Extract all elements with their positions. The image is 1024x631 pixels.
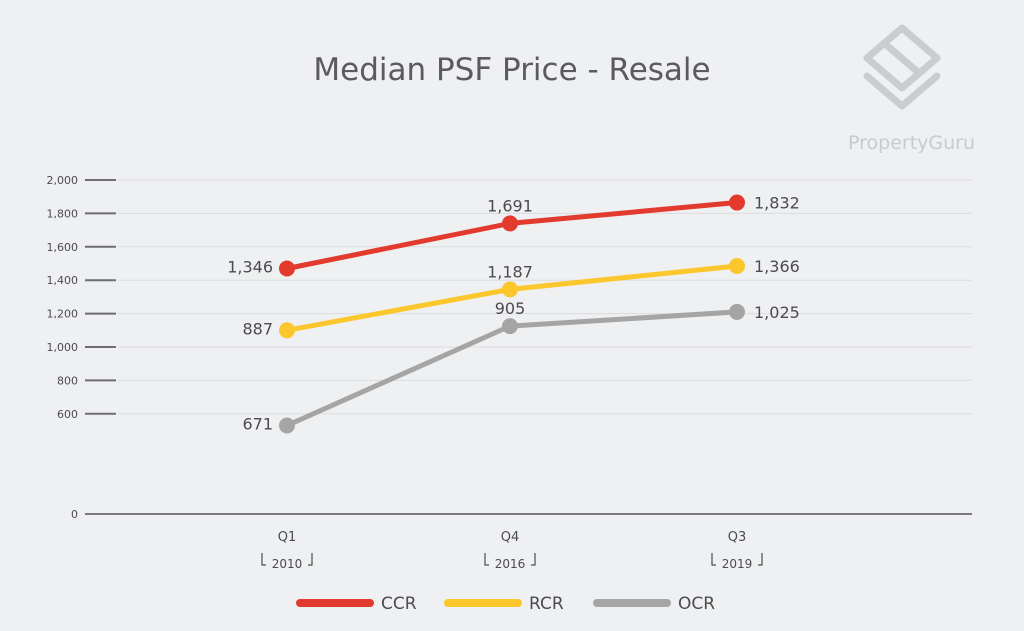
y-tick-label: 1,800: [47, 207, 79, 220]
y-tick-label: 1,200: [47, 308, 79, 321]
chart-title: Median PSF Price - Resale: [313, 52, 711, 88]
rcr-data-label: 1,187: [487, 262, 533, 281]
ccr-data-point: [502, 215, 518, 232]
propertyguru-logo-icon: [863, 24, 941, 110]
ccr-data-point: [279, 260, 295, 277]
rcr-data-label: 1,366: [754, 257, 800, 276]
y-tick-label: 2,000: [47, 174, 79, 187]
y-tick-label: 800: [57, 374, 78, 387]
x-tick-label: Q4: [501, 530, 520, 545]
ccr-data-label: 1,346: [227, 258, 273, 277]
brand-name: PropertyGuru: [848, 132, 976, 154]
year-bracket-left: [484, 553, 489, 566]
ocr-data-point: [729, 303, 745, 320]
rcr-data-point: [279, 322, 295, 339]
x-tick-year-label: 2016: [495, 557, 526, 571]
ocr-data-point: [279, 417, 295, 434]
year-bracket-right: [308, 553, 313, 566]
y-tick-label: 600: [57, 408, 78, 421]
ccr-legend-label: CCR: [381, 594, 417, 614]
y-tick-label: 1,600: [47, 241, 79, 254]
year-bracket-right: [531, 553, 536, 566]
ocr-data-label: 905: [495, 299, 526, 318]
rcr-legend-label: RCR: [529, 594, 564, 614]
rcr-data-point: [729, 258, 745, 275]
year-bracket-left: [711, 553, 716, 566]
y-tick-label: 0: [71, 508, 78, 521]
ccr-data-point: [729, 194, 745, 211]
x-tick-label: Q1: [278, 530, 297, 545]
x-tick-label: Q3: [728, 530, 747, 545]
ccr-data-label: 1,832: [754, 194, 800, 213]
x-tick-year-label: 2010: [272, 557, 303, 571]
ocr-data-label: 671: [242, 414, 273, 433]
ocr-data-point: [502, 318, 518, 335]
y-tick-label: 1,400: [47, 274, 79, 287]
year-bracket-left: [261, 553, 266, 566]
rcr-data-point: [502, 281, 518, 298]
ccr-data-label: 1,691: [487, 196, 533, 215]
ocr-data-label: 1,025: [754, 303, 800, 322]
ocr-legend-label: OCR: [678, 594, 715, 614]
rcr-data-label: 887: [242, 319, 273, 338]
x-tick-year-label: 2019: [722, 557, 753, 571]
year-bracket-right: [758, 553, 763, 566]
y-tick-label: 1,000: [47, 341, 79, 354]
